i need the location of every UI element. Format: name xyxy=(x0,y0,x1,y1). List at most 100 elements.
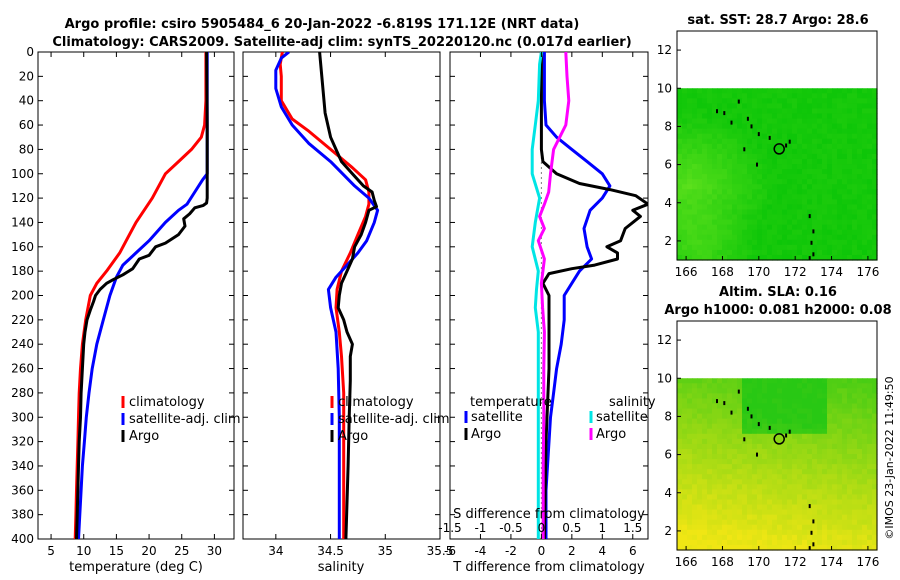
map-cell xyxy=(717,494,723,501)
map-cell xyxy=(767,459,773,465)
map-cell xyxy=(692,544,698,551)
map-y-tick-label: 6 xyxy=(664,448,672,462)
map-cell xyxy=(822,398,828,405)
map-cell xyxy=(827,123,833,130)
map-cell xyxy=(832,113,838,120)
map-cell xyxy=(862,164,868,170)
map-cell xyxy=(702,474,708,480)
s-diff-tick-label: 0 xyxy=(538,521,546,535)
legend-label-sal-satellite: satellite xyxy=(596,410,648,425)
map-cell xyxy=(792,514,798,521)
map-cell xyxy=(747,514,753,521)
map-cell xyxy=(727,494,733,501)
map-cell xyxy=(687,514,693,521)
map-cell xyxy=(852,169,858,175)
map-cell xyxy=(817,408,823,415)
map-cell xyxy=(717,489,723,496)
map-cell xyxy=(807,534,813,541)
map-cell xyxy=(802,484,808,490)
map-cell xyxy=(747,179,753,185)
map-cell xyxy=(837,509,843,516)
map-cell xyxy=(692,98,698,104)
map-cell xyxy=(757,388,763,394)
map-cell xyxy=(832,158,838,165)
map-cell xyxy=(787,179,793,185)
map-cell xyxy=(817,108,823,115)
map-cell xyxy=(862,459,868,465)
map-cell xyxy=(742,443,748,450)
map-cell xyxy=(872,534,878,541)
map-cell xyxy=(747,123,753,130)
map-cell xyxy=(777,224,783,231)
map-cell xyxy=(812,529,818,536)
map-cell xyxy=(782,413,788,420)
series-line-argo xyxy=(318,52,378,539)
map-cell xyxy=(817,433,823,440)
map-cell xyxy=(772,234,778,241)
map-cell xyxy=(777,209,783,216)
map-cell xyxy=(822,423,828,430)
map-cell xyxy=(862,199,868,206)
map-cell xyxy=(857,519,863,526)
map-cell xyxy=(807,514,813,521)
map-cell xyxy=(797,224,803,231)
map-cell xyxy=(752,88,758,94)
map-cell xyxy=(717,529,723,536)
map-cell xyxy=(817,158,823,165)
map-cell xyxy=(847,479,853,485)
map-cell xyxy=(822,514,828,521)
map-cell xyxy=(787,524,793,531)
map-cell xyxy=(832,174,838,180)
map-cell xyxy=(807,118,813,125)
map-cell xyxy=(812,98,818,104)
map-cell xyxy=(757,539,763,546)
map-cell xyxy=(847,108,853,115)
map-cell xyxy=(802,118,808,125)
map-cell xyxy=(722,204,728,211)
map-cell xyxy=(822,499,828,506)
map-x-tick-label: 174 xyxy=(820,555,843,569)
map-cell xyxy=(737,544,743,551)
map-cell xyxy=(697,199,703,206)
map-cell xyxy=(747,423,753,430)
map-cell xyxy=(732,174,738,180)
map-cell xyxy=(687,469,693,475)
map-cell xyxy=(782,118,788,125)
map-cell xyxy=(697,443,703,450)
map-cell xyxy=(767,108,773,115)
map-cell xyxy=(837,199,843,206)
map-cell xyxy=(772,499,778,506)
map-cell xyxy=(682,418,688,425)
map-cell xyxy=(852,128,858,135)
map-cell xyxy=(782,383,788,389)
map-cell xyxy=(732,199,738,206)
map-cell xyxy=(777,433,783,440)
map-cell xyxy=(732,153,738,160)
map-cell xyxy=(812,164,818,170)
map-cell xyxy=(682,143,688,150)
map-cell xyxy=(867,428,873,435)
map-cell xyxy=(712,433,718,440)
map-cell xyxy=(682,393,688,400)
map-cell xyxy=(747,128,753,135)
map-cell xyxy=(857,438,863,445)
map-cell xyxy=(742,174,748,180)
map-cell xyxy=(797,219,803,226)
map-cell xyxy=(707,88,713,94)
map-cell xyxy=(697,494,703,501)
map-cell xyxy=(742,454,748,460)
map-cell xyxy=(702,378,708,384)
map-cell xyxy=(692,489,698,496)
map-cell xyxy=(707,209,713,216)
map-cell xyxy=(702,514,708,521)
map-cell xyxy=(852,219,858,226)
map-cell xyxy=(727,499,733,506)
temperature-panel: 0204060801001201401601802002202402602803… xyxy=(11,45,241,575)
map-cell xyxy=(842,438,848,445)
map-cell xyxy=(802,514,808,521)
map-cell xyxy=(687,383,693,389)
map-cell xyxy=(757,204,763,211)
map-cell xyxy=(797,229,803,236)
map-cell xyxy=(722,194,728,200)
map-cell xyxy=(822,108,828,115)
